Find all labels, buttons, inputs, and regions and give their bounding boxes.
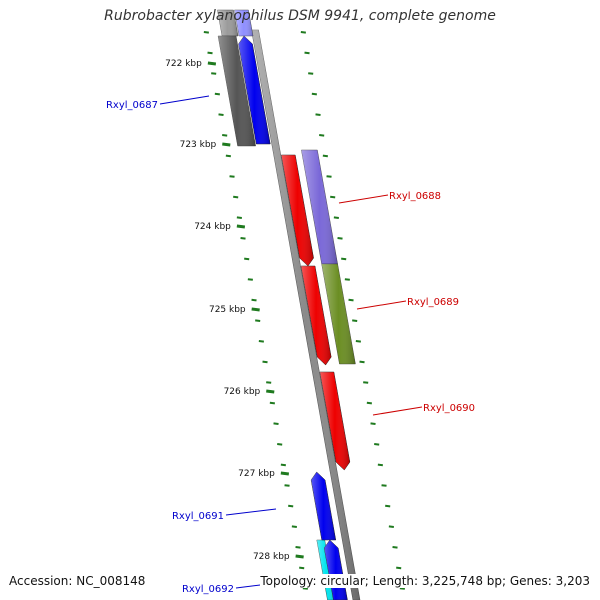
scale-dot	[381, 484, 387, 487]
major-tick	[280, 471, 290, 476]
scale-dot	[203, 31, 209, 34]
scale-dot	[385, 504, 391, 508]
gene-label: Rxyl_0692	[182, 584, 234, 595]
tick-layer: 722 kbp 723 kbp 724 kbp 725 kbp 726 kbp 727 k…	[165, 31, 405, 590]
cog-bar-shade	[321, 264, 356, 364]
scale-dot	[291, 525, 297, 528]
scale-dot	[315, 113, 321, 116]
tick-label: 728 kbp	[253, 552, 290, 562]
scale-dot	[280, 463, 286, 467]
map-title: Rubrobacter xylanophilus DSM 9941, compl…	[104, 8, 496, 24]
gene-label: Rxyl_0691	[172, 511, 224, 522]
scale-dot	[366, 401, 372, 405]
gene-label: Rxyl_0689	[407, 297, 459, 308]
scale-dot	[240, 237, 246, 240]
cog-bar-shade	[301, 150, 338, 264]
scale-dot	[388, 525, 394, 528]
scale-dot	[288, 504, 294, 508]
gene-leader-line	[159, 95, 210, 105]
scale-dot	[229, 175, 235, 178]
scale-dot	[218, 113, 224, 116]
scale-dot	[258, 340, 264, 343]
tick-label: 723 kbp	[180, 140, 217, 150]
scale-dot	[363, 381, 369, 384]
scale-dot	[344, 278, 350, 281]
scale-dot	[273, 422, 279, 425]
tick-label: 722 kbp	[165, 59, 202, 69]
gene-arrow-shade	[311, 472, 336, 540]
scale-dot	[211, 72, 217, 75]
scale-dot	[266, 381, 272, 384]
scale-dot	[330, 195, 336, 199]
scale-dot	[352, 319, 358, 322]
scale-dot	[236, 216, 242, 219]
gene-leader-line	[356, 300, 407, 310]
scale-dot	[311, 92, 317, 96]
scale-dot	[370, 422, 376, 425]
scale-dot	[326, 175, 332, 178]
scale-dot	[302, 587, 308, 590]
scale-dot	[355, 340, 361, 343]
scale-dot	[304, 51, 310, 55]
scale-dot	[392, 546, 398, 549]
gene-leader-line	[338, 194, 389, 204]
major-tick	[236, 224, 246, 229]
scale-dot	[233, 195, 239, 199]
scale-dot	[359, 360, 365, 364]
gene-arrow-shade	[301, 266, 332, 365]
topology-text: Topology: circular; Length: 3,225,748 bp…	[260, 574, 590, 588]
tick-label: 727 kbp	[238, 469, 275, 479]
scale-dot	[247, 278, 253, 281]
major-tick	[295, 554, 304, 559]
tick-label: 724 kbp	[194, 222, 231, 232]
gene-arrow-shade	[319, 372, 350, 470]
gene-label: Rxyl_0690	[423, 403, 475, 414]
major-tick	[251, 307, 260, 312]
scale-dot	[399, 587, 405, 590]
label-layer: Rxyl_0687 Rxyl_0688 Rxyl_0689 Rxyl_0690 Rxyl…	[106, 95, 475, 595]
scale-dot	[295, 546, 301, 549]
accession-text: Accession: NC_008148	[9, 574, 146, 588]
scale-dot	[262, 360, 268, 364]
scale-dot	[322, 154, 328, 158]
scale-dot	[284, 484, 290, 487]
cog-bar-shade	[218, 36, 256, 146]
scale-dot	[337, 237, 343, 240]
scale-dot	[374, 443, 380, 446]
scale-dot	[214, 92, 220, 96]
tick-label: 725 kbp	[209, 305, 246, 315]
major-tick	[207, 61, 217, 66]
scale-dot	[348, 298, 354, 302]
scale-dot	[300, 31, 306, 34]
scale-dot	[341, 257, 347, 261]
major-tick	[222, 142, 231, 147]
scale-dot	[319, 134, 325, 137]
backbone-shade	[251, 30, 360, 600]
gene-leader-line	[372, 406, 423, 416]
scale-dot	[225, 154, 231, 158]
gene-arrow-shade	[281, 155, 314, 266]
scale-dot	[377, 463, 383, 467]
gene-arrow-shade	[238, 36, 271, 144]
scale-dot	[277, 443, 283, 446]
scale-dot	[255, 319, 261, 322]
scale-dot	[222, 134, 228, 137]
scale-dot	[244, 257, 250, 261]
scale-dot	[333, 216, 339, 219]
cog-bar-shade	[234, 10, 254, 36]
scale-dot	[251, 298, 257, 302]
cog-bar-shade	[217, 10, 239, 36]
gene-label: Rxyl_0688	[389, 191, 441, 202]
tick-label: 726 kbp	[224, 387, 261, 397]
major-tick	[266, 389, 275, 394]
scale-dot	[396, 566, 402, 570]
gene-label: Rxyl_0687	[106, 100, 158, 111]
scale-dot	[269, 401, 275, 405]
scale-dot	[308, 72, 314, 75]
gene-leader-line	[225, 508, 277, 516]
scale-dot	[207, 51, 213, 55]
scale-dot	[299, 566, 305, 570]
